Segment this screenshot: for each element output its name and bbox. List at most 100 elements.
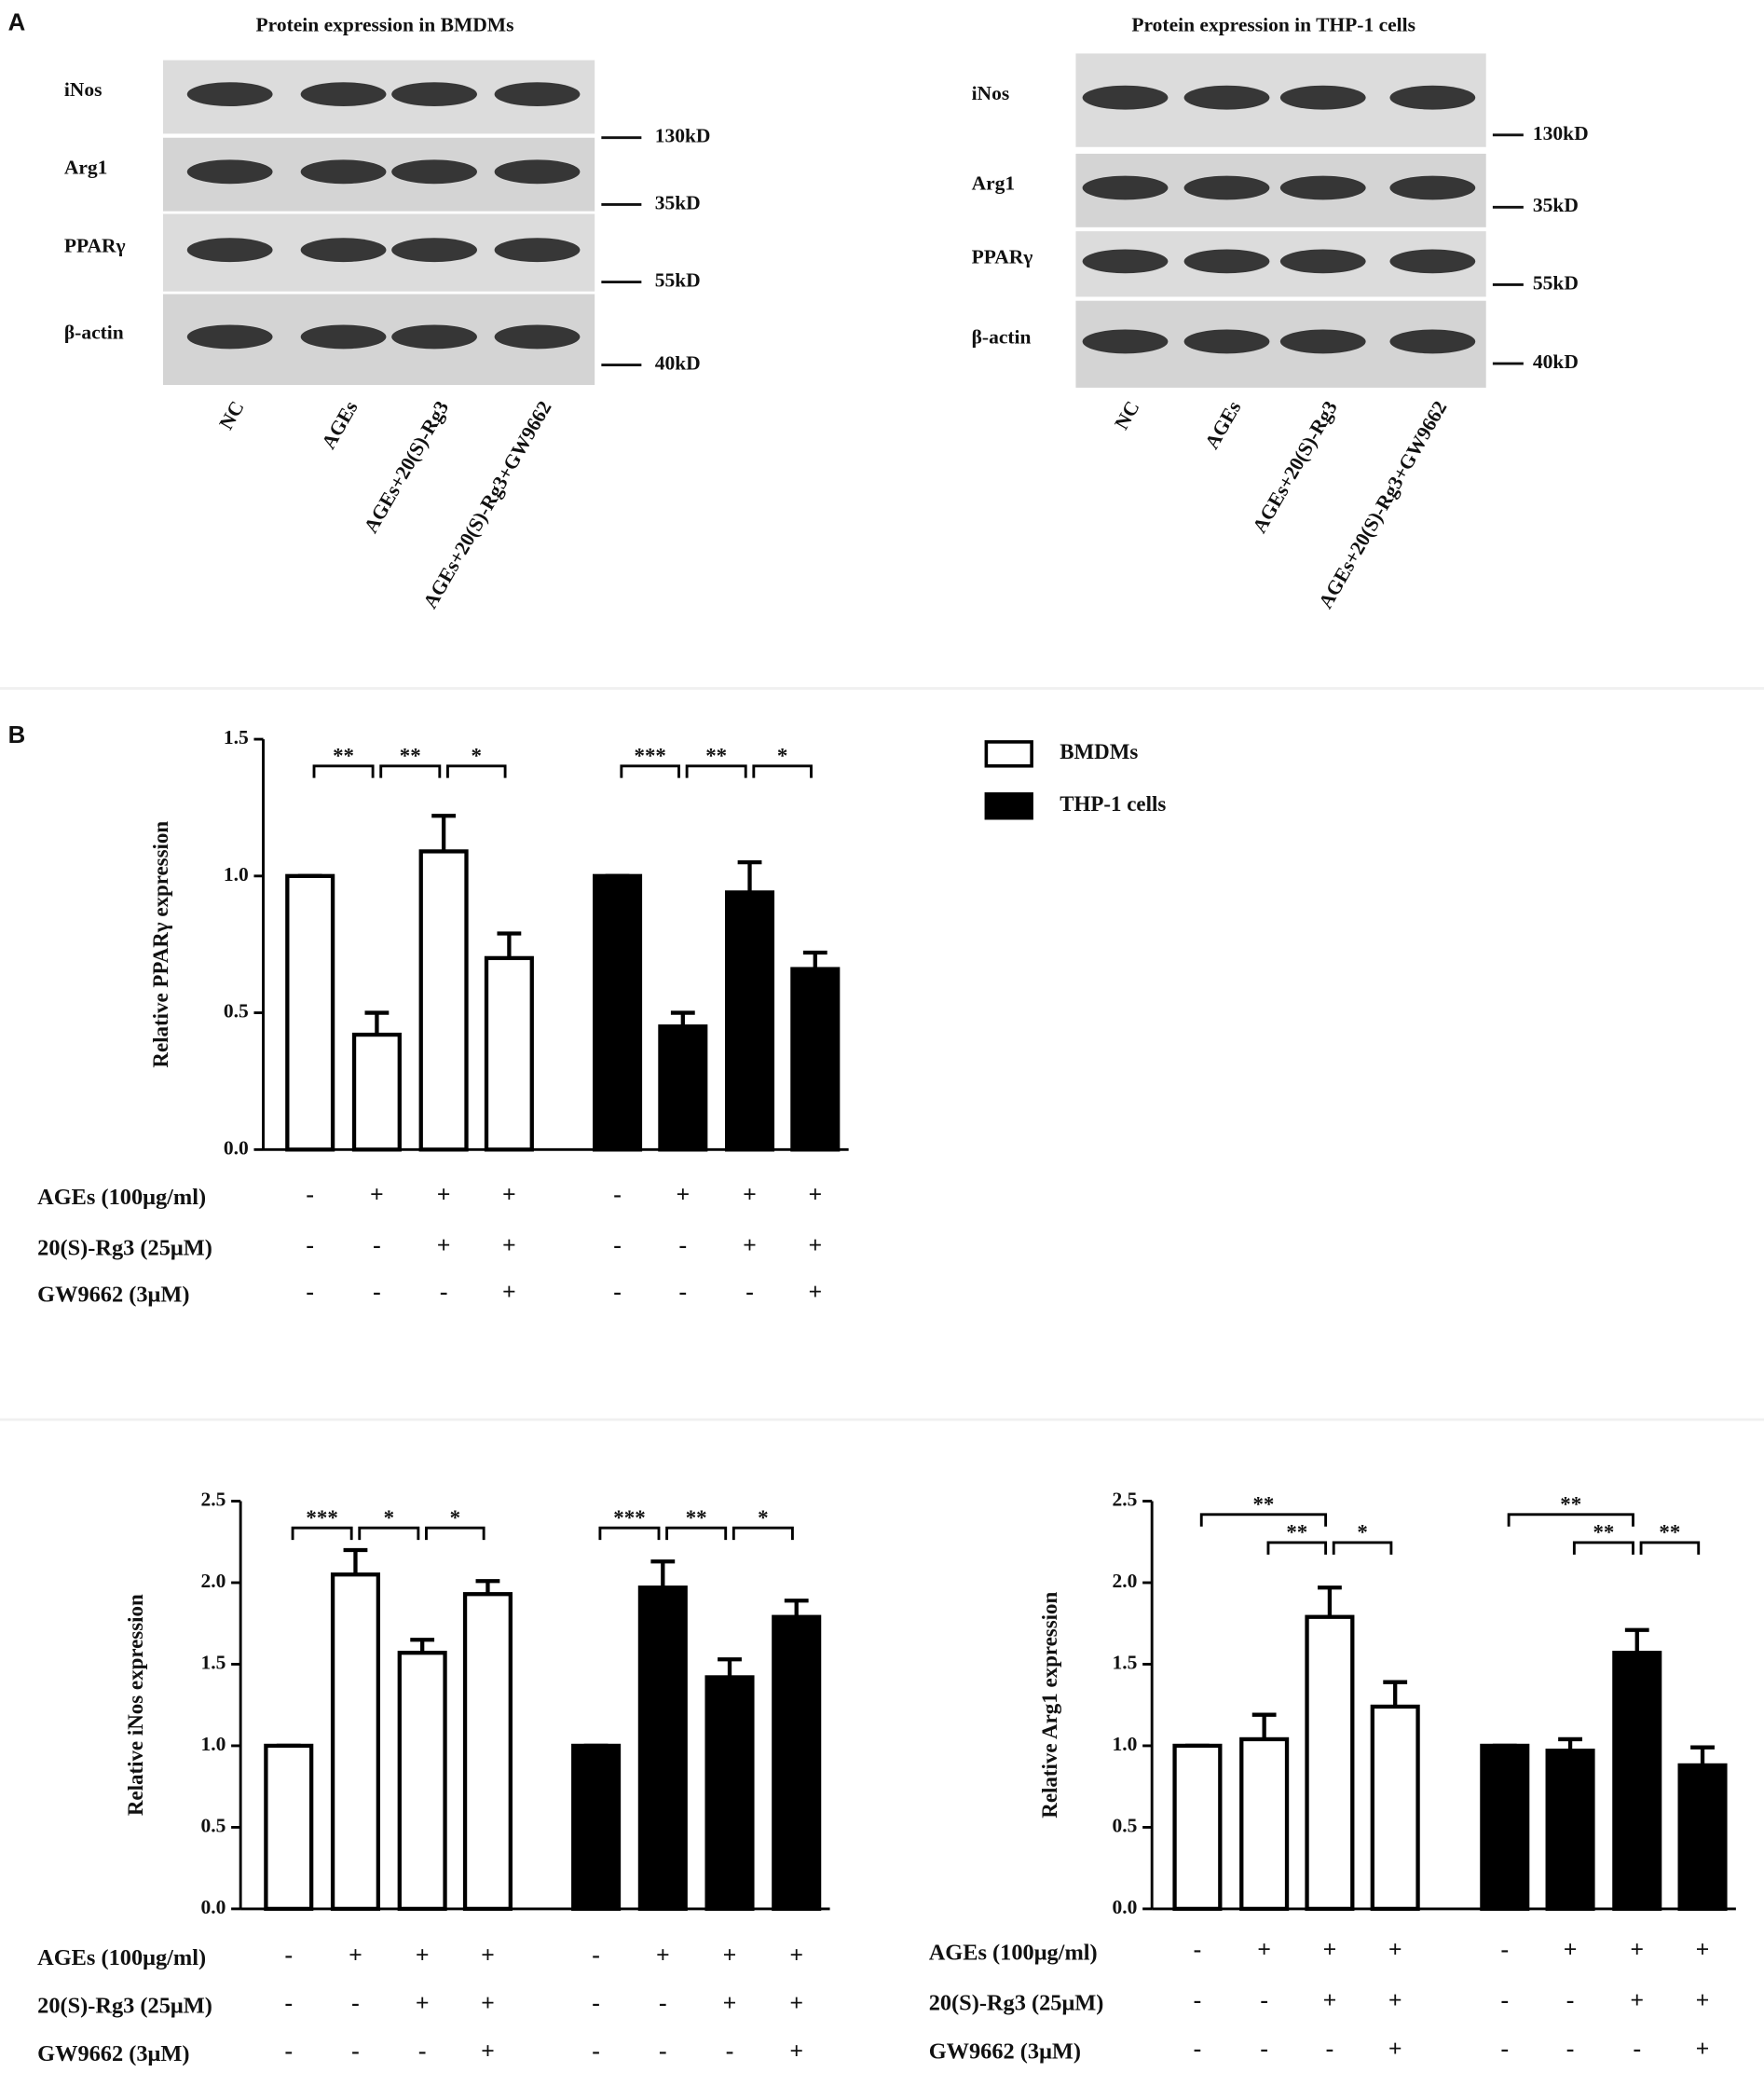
- bar: [1612, 1651, 1662, 1912]
- condition-sign: -: [306, 1180, 314, 1207]
- bar: [1239, 1736, 1290, 1912]
- condition-label: AGEs (100μg/ml): [37, 1185, 206, 1210]
- bar: [658, 1024, 708, 1152]
- condition-sign: -: [592, 1941, 600, 1968]
- blot-band: [1389, 85, 1476, 110]
- condition-sign: +: [1388, 1936, 1402, 1963]
- condition-sign: -: [659, 2038, 667, 2065]
- condition-sign: +: [502, 1278, 516, 1305]
- significance-label: **: [1252, 1493, 1274, 1517]
- marker-label: 40kD: [655, 351, 701, 374]
- blot-row-label: Arg1: [64, 156, 108, 178]
- blot-band: [1082, 249, 1169, 274]
- significance-bracket: [665, 1526, 728, 1541]
- condition-label: 20(S)-Rg3 (25μM): [929, 1991, 1104, 2016]
- condition-label: 20(S)-Rg3 (25μM): [37, 1994, 212, 2019]
- blot-row-label: iNos: [972, 82, 1010, 104]
- condition-sign: +: [481, 2038, 495, 2065]
- condition-sign: +: [1630, 1986, 1644, 2013]
- y-tick-label: 1.0: [200, 1733, 226, 1755]
- condition-label: GW9662 (3μM): [929, 2038, 1081, 2064]
- condition-sign: -: [284, 1989, 293, 2016]
- condition-sign: +: [789, 2038, 803, 2065]
- condition-sign: +: [808, 1180, 822, 1207]
- condition-label: AGEs (100μg/ml): [37, 1945, 206, 1970]
- condition-sign: -: [679, 1278, 688, 1305]
- bar: [285, 873, 335, 1152]
- condition-label: GW9662 (3μM): [37, 2041, 189, 2066]
- bar: [462, 1592, 513, 1912]
- condition-sign: +: [1323, 1986, 1337, 2013]
- blot-row-label: β-actin: [972, 326, 1032, 349]
- condition-sign: -: [1500, 1936, 1509, 1963]
- y-tick-label: 0.0: [224, 1136, 249, 1159]
- bar: [704, 1675, 755, 1912]
- blot-band: [300, 324, 387, 350]
- condition-sign: -: [1194, 1936, 1202, 1963]
- condition-sign: +: [416, 1989, 430, 2016]
- condition-sign: -: [592, 1989, 600, 2016]
- condition-sign: -: [592, 2038, 600, 2065]
- condition-sign: +: [1696, 2035, 1710, 2062]
- condition-sign: +: [808, 1231, 822, 1258]
- significance-label: *: [758, 1506, 768, 1530]
- marker-label: 55kD: [655, 269, 701, 292]
- blot-band: [1082, 329, 1169, 354]
- bar: [724, 890, 775, 1152]
- condition-sign: -: [1194, 1986, 1202, 2013]
- condition-sign: +: [1257, 1936, 1271, 1963]
- y-axis-label: Relative iNos expression: [124, 1594, 147, 1816]
- y-tick-label: 1.0: [1113, 1733, 1138, 1755]
- condition-sign: -: [373, 1278, 381, 1305]
- legend-swatch: [984, 792, 1033, 820]
- significance-label: **: [400, 744, 421, 767]
- condition-sign: +: [789, 1989, 803, 2016]
- condition-sign: -: [1326, 2035, 1334, 2062]
- significance-label: ***: [613, 1506, 645, 1530]
- blot-band: [391, 159, 477, 185]
- condition-sign: -: [373, 1231, 381, 1258]
- significance-label: ***: [306, 1506, 337, 1530]
- marker-label: 35kD: [655, 191, 701, 213]
- condition-sign: -: [351, 2038, 360, 2065]
- condition-sign: -: [1260, 1986, 1268, 2013]
- marker-label: 35kD: [1533, 194, 1579, 216]
- condition-sign: +: [743, 1231, 757, 1258]
- significance-label: *: [1357, 1521, 1367, 1544]
- blot-band: [300, 238, 387, 263]
- blot-title: Protein expression in BMDMs: [256, 14, 514, 36]
- blot-band: [1279, 249, 1366, 274]
- marker-label: 40kD: [1533, 350, 1579, 373]
- blot-row-label: Arg1: [972, 172, 1016, 195]
- condition-label: GW9662 (3μM): [37, 1283, 189, 1308]
- blot-row-label: β-actin: [64, 321, 124, 343]
- panel-label: A: [8, 10, 26, 36]
- condition-sign: -: [351, 1989, 360, 2016]
- y-axis-label: Relative PPARγ expression: [149, 821, 172, 1068]
- blot-band: [1183, 85, 1270, 110]
- condition-sign: -: [659, 1989, 667, 2016]
- significance-bracket: [1639, 1541, 1701, 1555]
- blot-band: [1183, 329, 1270, 354]
- condition-label: AGEs (100μg/ml): [929, 1940, 1098, 1965]
- y-tick-label: 0.5: [224, 1000, 249, 1023]
- condition-sign: +: [1323, 1936, 1337, 1963]
- condition-sign: +: [437, 1231, 451, 1258]
- significance-label: *: [384, 1506, 394, 1530]
- condition-sign: -: [613, 1231, 622, 1258]
- condition-sign: +: [481, 1989, 495, 2016]
- condition-sign: +: [1630, 1936, 1644, 1963]
- condition-sign: -: [1566, 1986, 1575, 2013]
- blot-band: [300, 82, 387, 107]
- significance-bracket: [752, 764, 813, 778]
- condition-sign: +: [416, 1941, 430, 1968]
- significance-bracket: [685, 764, 747, 778]
- condition-sign: +: [349, 1941, 362, 1968]
- condition-sign: +: [502, 1231, 516, 1258]
- blot-band: [1082, 175, 1169, 200]
- blot-band: [1279, 85, 1366, 110]
- condition-label: 20(S)-Rg3 (25μM): [37, 1235, 212, 1260]
- condition-sign: +: [723, 1989, 737, 2016]
- condition-sign: +: [1388, 1986, 1402, 2013]
- bar: [351, 1032, 402, 1152]
